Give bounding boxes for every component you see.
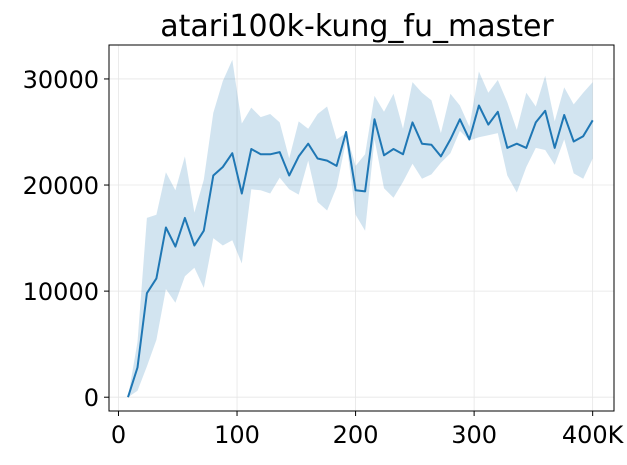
data-point [525,147,527,149]
data-point [317,158,319,160]
data-point [298,155,300,157]
plot-frame [108,44,615,412]
data-point [155,277,157,279]
x-tick-label: 300 [451,421,497,449]
data-point [146,292,148,294]
data-point [355,189,357,191]
series-line [127,104,594,398]
data-point [231,152,233,154]
data-point [165,226,167,228]
data-point [554,147,556,149]
data-point [203,230,205,232]
confidence-band-group [128,59,593,398]
data-point [478,104,480,106]
y-tick-label: 0 [84,384,99,412]
data-point [326,160,328,162]
chart-title: atari100k-kung_fu_master [160,9,554,44]
data-point [127,396,129,398]
data-point [393,148,395,150]
data-point [440,155,442,157]
data-point [506,147,508,149]
y-tick-label: 20000 [23,172,99,200]
data-point [364,190,366,192]
data-point [288,174,290,176]
confidence-band [128,59,593,398]
series-line-group [127,104,594,398]
data-point [279,151,281,153]
data-point [345,131,347,133]
data-point [250,148,252,150]
x-tick-label: 200 [333,421,379,449]
data-point [136,367,138,369]
data-point [421,143,423,145]
data-point [222,166,224,168]
y-tick-label: 30000 [23,66,99,94]
data-point [269,153,271,155]
y-tick-label: 10000 [23,278,99,306]
data-point [544,110,546,112]
data-point [459,118,461,120]
axes-frame [108,44,615,412]
data-point [307,143,309,145]
data-point [573,141,575,143]
data-point [260,153,262,155]
data-point [582,135,584,137]
data-point [174,246,176,248]
data-point [487,124,489,126]
x-tick-label: 100 [214,421,260,449]
data-point [184,217,186,219]
data-point [516,143,518,145]
data-point [374,118,376,120]
data-point [497,111,499,113]
data-point [383,154,385,156]
x-axis-ticks: 0 100 200 300 400K [111,411,625,449]
data-point [193,245,195,247]
data-point [402,153,404,155]
data-point [241,193,243,195]
y-axis-ticks: 0 10000 20000 30000 [23,66,109,412]
data-point [449,138,451,140]
data-point [563,114,565,116]
data-point [430,144,432,146]
x-tick-label: 0 [111,421,126,449]
data-point [411,121,413,123]
data-point [212,174,214,176]
grid-lines [109,45,614,411]
data-point [336,165,338,167]
data-point [535,121,537,123]
data-point [468,138,470,140]
data-point [592,119,594,121]
x-tick-label: 400K [562,421,625,449]
